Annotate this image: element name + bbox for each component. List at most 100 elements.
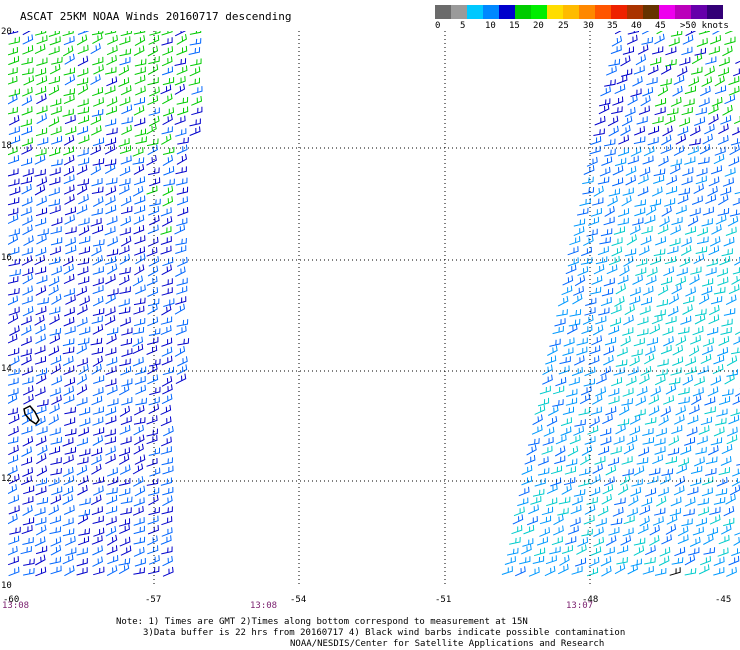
wind-barb <box>161 278 173 287</box>
wind-barb <box>64 325 76 335</box>
wind-barb <box>649 57 662 66</box>
wind-barb <box>640 235 652 246</box>
wind-barb <box>622 327 634 336</box>
wind-barb <box>118 478 131 486</box>
wind-barb <box>707 386 719 397</box>
wind-barb <box>558 365 570 375</box>
wind-barb <box>120 31 132 37</box>
wind-barb <box>106 333 117 345</box>
wind-barb <box>554 445 566 457</box>
wind-barb <box>132 275 144 287</box>
wind-barb <box>721 444 733 455</box>
wind-barb <box>724 373 735 385</box>
wind-barb <box>695 517 708 527</box>
wind-barb <box>35 67 47 77</box>
wind-barb <box>699 86 711 97</box>
wind-barb <box>657 224 669 235</box>
wind-barb <box>668 293 679 305</box>
wind-barb <box>721 318 733 327</box>
wind-barb <box>589 486 601 497</box>
wind-barb <box>78 134 90 144</box>
wind-barb <box>543 426 555 437</box>
wind-barb <box>627 94 638 106</box>
wind-barb <box>654 33 665 45</box>
wind-barb <box>121 124 132 136</box>
wind-barb <box>676 464 688 474</box>
wind-barb <box>629 224 641 235</box>
time-label-middle: 13:08 <box>250 601 278 611</box>
wind-barb <box>716 408 728 417</box>
wind-barb <box>8 556 19 566</box>
wind-barb <box>90 125 102 136</box>
wind-barb <box>35 435 47 446</box>
wind-barb <box>106 534 118 546</box>
wind-barb <box>678 387 690 396</box>
wind-barb <box>595 256 608 265</box>
wind-barb <box>616 347 628 357</box>
wind-barb <box>720 326 732 335</box>
wind-barb <box>654 446 666 455</box>
legend-swatch-10 <box>595 5 611 19</box>
wind-barb <box>133 105 145 116</box>
wind-barb <box>592 197 604 206</box>
wind-barb <box>78 448 91 457</box>
wind-barb <box>91 506 103 516</box>
wind-barb <box>21 446 32 457</box>
wind-barb <box>63 505 75 515</box>
wind-barb <box>105 378 117 387</box>
wind-barb <box>677 534 689 545</box>
wind-barb <box>36 75 48 86</box>
wind-barb <box>617 484 629 496</box>
wind-barb <box>118 447 131 457</box>
wind-barb <box>688 345 700 357</box>
wind-barb <box>76 343 87 355</box>
wind-barb <box>160 325 172 336</box>
wind-barb <box>147 45 159 57</box>
wind-barb <box>680 445 692 455</box>
wind-barb <box>706 327 719 336</box>
wind-barb <box>93 97 104 107</box>
wind-barb <box>692 387 704 397</box>
wind-barb <box>36 497 49 505</box>
wind-barb <box>683 98 695 107</box>
wind-barb <box>50 544 62 556</box>
wind-barb <box>90 337 103 346</box>
wind-barb <box>570 504 582 515</box>
wind-barb <box>583 378 595 387</box>
wind-barb <box>8 484 18 495</box>
wind-barb <box>524 454 536 465</box>
wind-barb <box>608 255 620 266</box>
wind-barb <box>48 284 59 296</box>
wind-barb <box>22 496 34 505</box>
wind-barb <box>616 74 628 85</box>
wind-barb <box>175 266 186 277</box>
wind-barb <box>615 359 628 367</box>
note-line-1: Note: 1) Times are GMT 2)Times along bot… <box>116 617 528 627</box>
wind-barb <box>22 67 34 76</box>
wind-barb <box>726 566 737 577</box>
wind-barb <box>687 486 699 496</box>
wind-barb <box>629 425 641 436</box>
wind-barb <box>648 125 660 135</box>
wind-barb <box>680 245 692 256</box>
wind-barb <box>661 134 672 146</box>
wind-barb <box>148 115 160 127</box>
wind-barb <box>573 426 585 436</box>
wind-barb <box>35 486 47 496</box>
wind-barb <box>709 506 721 515</box>
wind-barb <box>92 296 104 307</box>
wind-barb <box>120 545 132 556</box>
wind-barb <box>698 31 711 35</box>
wind-barb <box>501 566 513 575</box>
wind-barb <box>22 436 34 447</box>
wind-barb <box>641 31 650 35</box>
wind-barb <box>148 35 160 45</box>
wind-barb <box>603 345 615 356</box>
wind-barb <box>584 436 596 445</box>
legend-swatch-0 <box>435 5 451 19</box>
wind-barb <box>105 406 117 416</box>
wind-barb <box>134 58 147 67</box>
wind-barb <box>93 566 105 576</box>
wind-barb <box>684 85 697 95</box>
wind-barb <box>20 176 32 185</box>
